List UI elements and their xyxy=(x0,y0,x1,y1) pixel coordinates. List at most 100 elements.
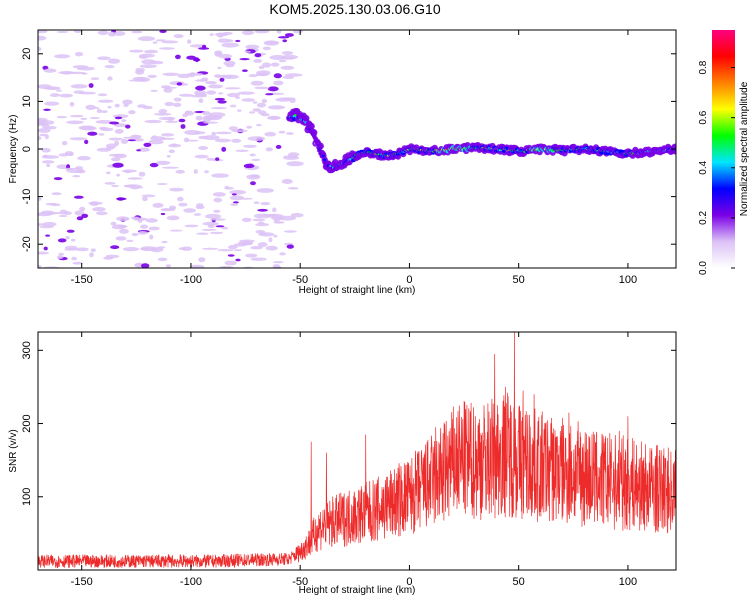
x-tick-label: 100 xyxy=(619,576,637,588)
noise-blob xyxy=(254,30,270,34)
noise-blob xyxy=(38,223,46,226)
y-tick-label: 20 xyxy=(21,48,33,60)
noise-blob xyxy=(262,46,271,51)
noise-blob xyxy=(104,182,116,185)
noise-blob xyxy=(231,193,237,196)
noise-blob xyxy=(237,109,242,112)
noise-blob xyxy=(53,54,71,59)
noise-blob xyxy=(259,232,268,235)
noise-blob xyxy=(139,64,157,69)
noise-blob xyxy=(267,86,279,92)
noise-blob xyxy=(70,238,76,242)
noise-blob xyxy=(211,173,229,178)
noise-blob xyxy=(250,257,267,261)
noise-blob xyxy=(87,131,98,136)
noise-blob xyxy=(178,118,186,123)
noise-blob xyxy=(265,245,278,251)
noise-blob xyxy=(64,245,78,250)
noise-blob xyxy=(169,229,183,232)
noise-blob xyxy=(97,99,114,103)
noise-blob xyxy=(248,74,258,78)
noise-blob xyxy=(214,97,225,101)
noise-blob xyxy=(217,100,227,104)
noise-blob xyxy=(186,139,199,142)
noise-blob xyxy=(145,218,158,223)
noise-blob xyxy=(78,91,97,95)
noise-blob xyxy=(95,120,113,124)
noise-blob xyxy=(89,252,94,258)
track-halo xyxy=(317,142,324,150)
noise-blob xyxy=(198,146,209,150)
noise-blob xyxy=(112,31,126,36)
noise-blob xyxy=(255,223,270,227)
noise-blob xyxy=(241,217,252,222)
noise-blob xyxy=(186,55,197,60)
noise-blob xyxy=(189,264,205,268)
noise-blob xyxy=(250,174,258,177)
noise-blob xyxy=(243,163,255,169)
noise-blob xyxy=(165,120,179,123)
noise-blob xyxy=(58,252,64,256)
noise-blob xyxy=(126,239,134,242)
noise-blob xyxy=(225,63,235,68)
noise-blob xyxy=(262,62,271,68)
noise-blob xyxy=(169,187,184,192)
noise-blob xyxy=(80,126,97,131)
noise-blob xyxy=(173,97,182,102)
noise-blob xyxy=(241,98,256,102)
noise-blob xyxy=(198,98,204,103)
noise-blob xyxy=(211,107,227,110)
noise-blob xyxy=(228,126,238,131)
noise-blob xyxy=(125,124,131,129)
noise-blob xyxy=(279,252,286,256)
noise-blob xyxy=(73,30,82,33)
noise-blob xyxy=(150,89,158,92)
noise-blob xyxy=(159,30,167,33)
noise-blob xyxy=(165,264,172,268)
noise-blob xyxy=(264,131,277,137)
noise-blob xyxy=(171,143,177,147)
noise-blob xyxy=(150,136,166,141)
noise-blob xyxy=(281,51,294,55)
noise-blob xyxy=(175,54,181,60)
noise-blob xyxy=(152,202,164,208)
noise-blob xyxy=(275,97,291,102)
noise-blob xyxy=(208,84,223,89)
noise-blob xyxy=(39,133,47,137)
noise-blob xyxy=(122,99,133,105)
noise-blob xyxy=(257,208,268,212)
noise-blob xyxy=(230,203,239,206)
noise-blob xyxy=(187,39,192,44)
noise-blob xyxy=(50,203,61,207)
noise-blob xyxy=(268,237,273,243)
noise-blob xyxy=(235,258,241,262)
noise-blob xyxy=(157,246,166,249)
noise-blob xyxy=(284,230,297,233)
noise-blob xyxy=(56,31,69,33)
noise-blob xyxy=(249,153,256,157)
noise-blob xyxy=(143,142,152,147)
noise-blob xyxy=(100,110,108,113)
noise-blob xyxy=(75,247,89,252)
noise-blob xyxy=(61,71,72,75)
y-tick-label: -10 xyxy=(21,189,33,205)
noise-blob xyxy=(222,31,233,35)
noise-blob xyxy=(201,247,219,250)
noise-blob xyxy=(161,40,179,44)
noise-blob xyxy=(166,215,180,221)
noise-blob xyxy=(246,125,253,129)
noise-blob xyxy=(193,213,202,216)
noise-blob xyxy=(96,108,102,114)
noise-blob xyxy=(234,249,242,252)
x-tick-label: 50 xyxy=(513,576,525,588)
noise-blob xyxy=(74,210,85,216)
noise-blob xyxy=(183,208,196,213)
noise-blob xyxy=(196,232,209,235)
noise-blob xyxy=(215,225,225,228)
noise-blob xyxy=(161,208,170,211)
noise-blob xyxy=(89,201,100,207)
noise-blob xyxy=(258,65,265,70)
noise-blob xyxy=(203,121,219,124)
track-body xyxy=(321,151,326,156)
noise-blob xyxy=(201,77,209,82)
